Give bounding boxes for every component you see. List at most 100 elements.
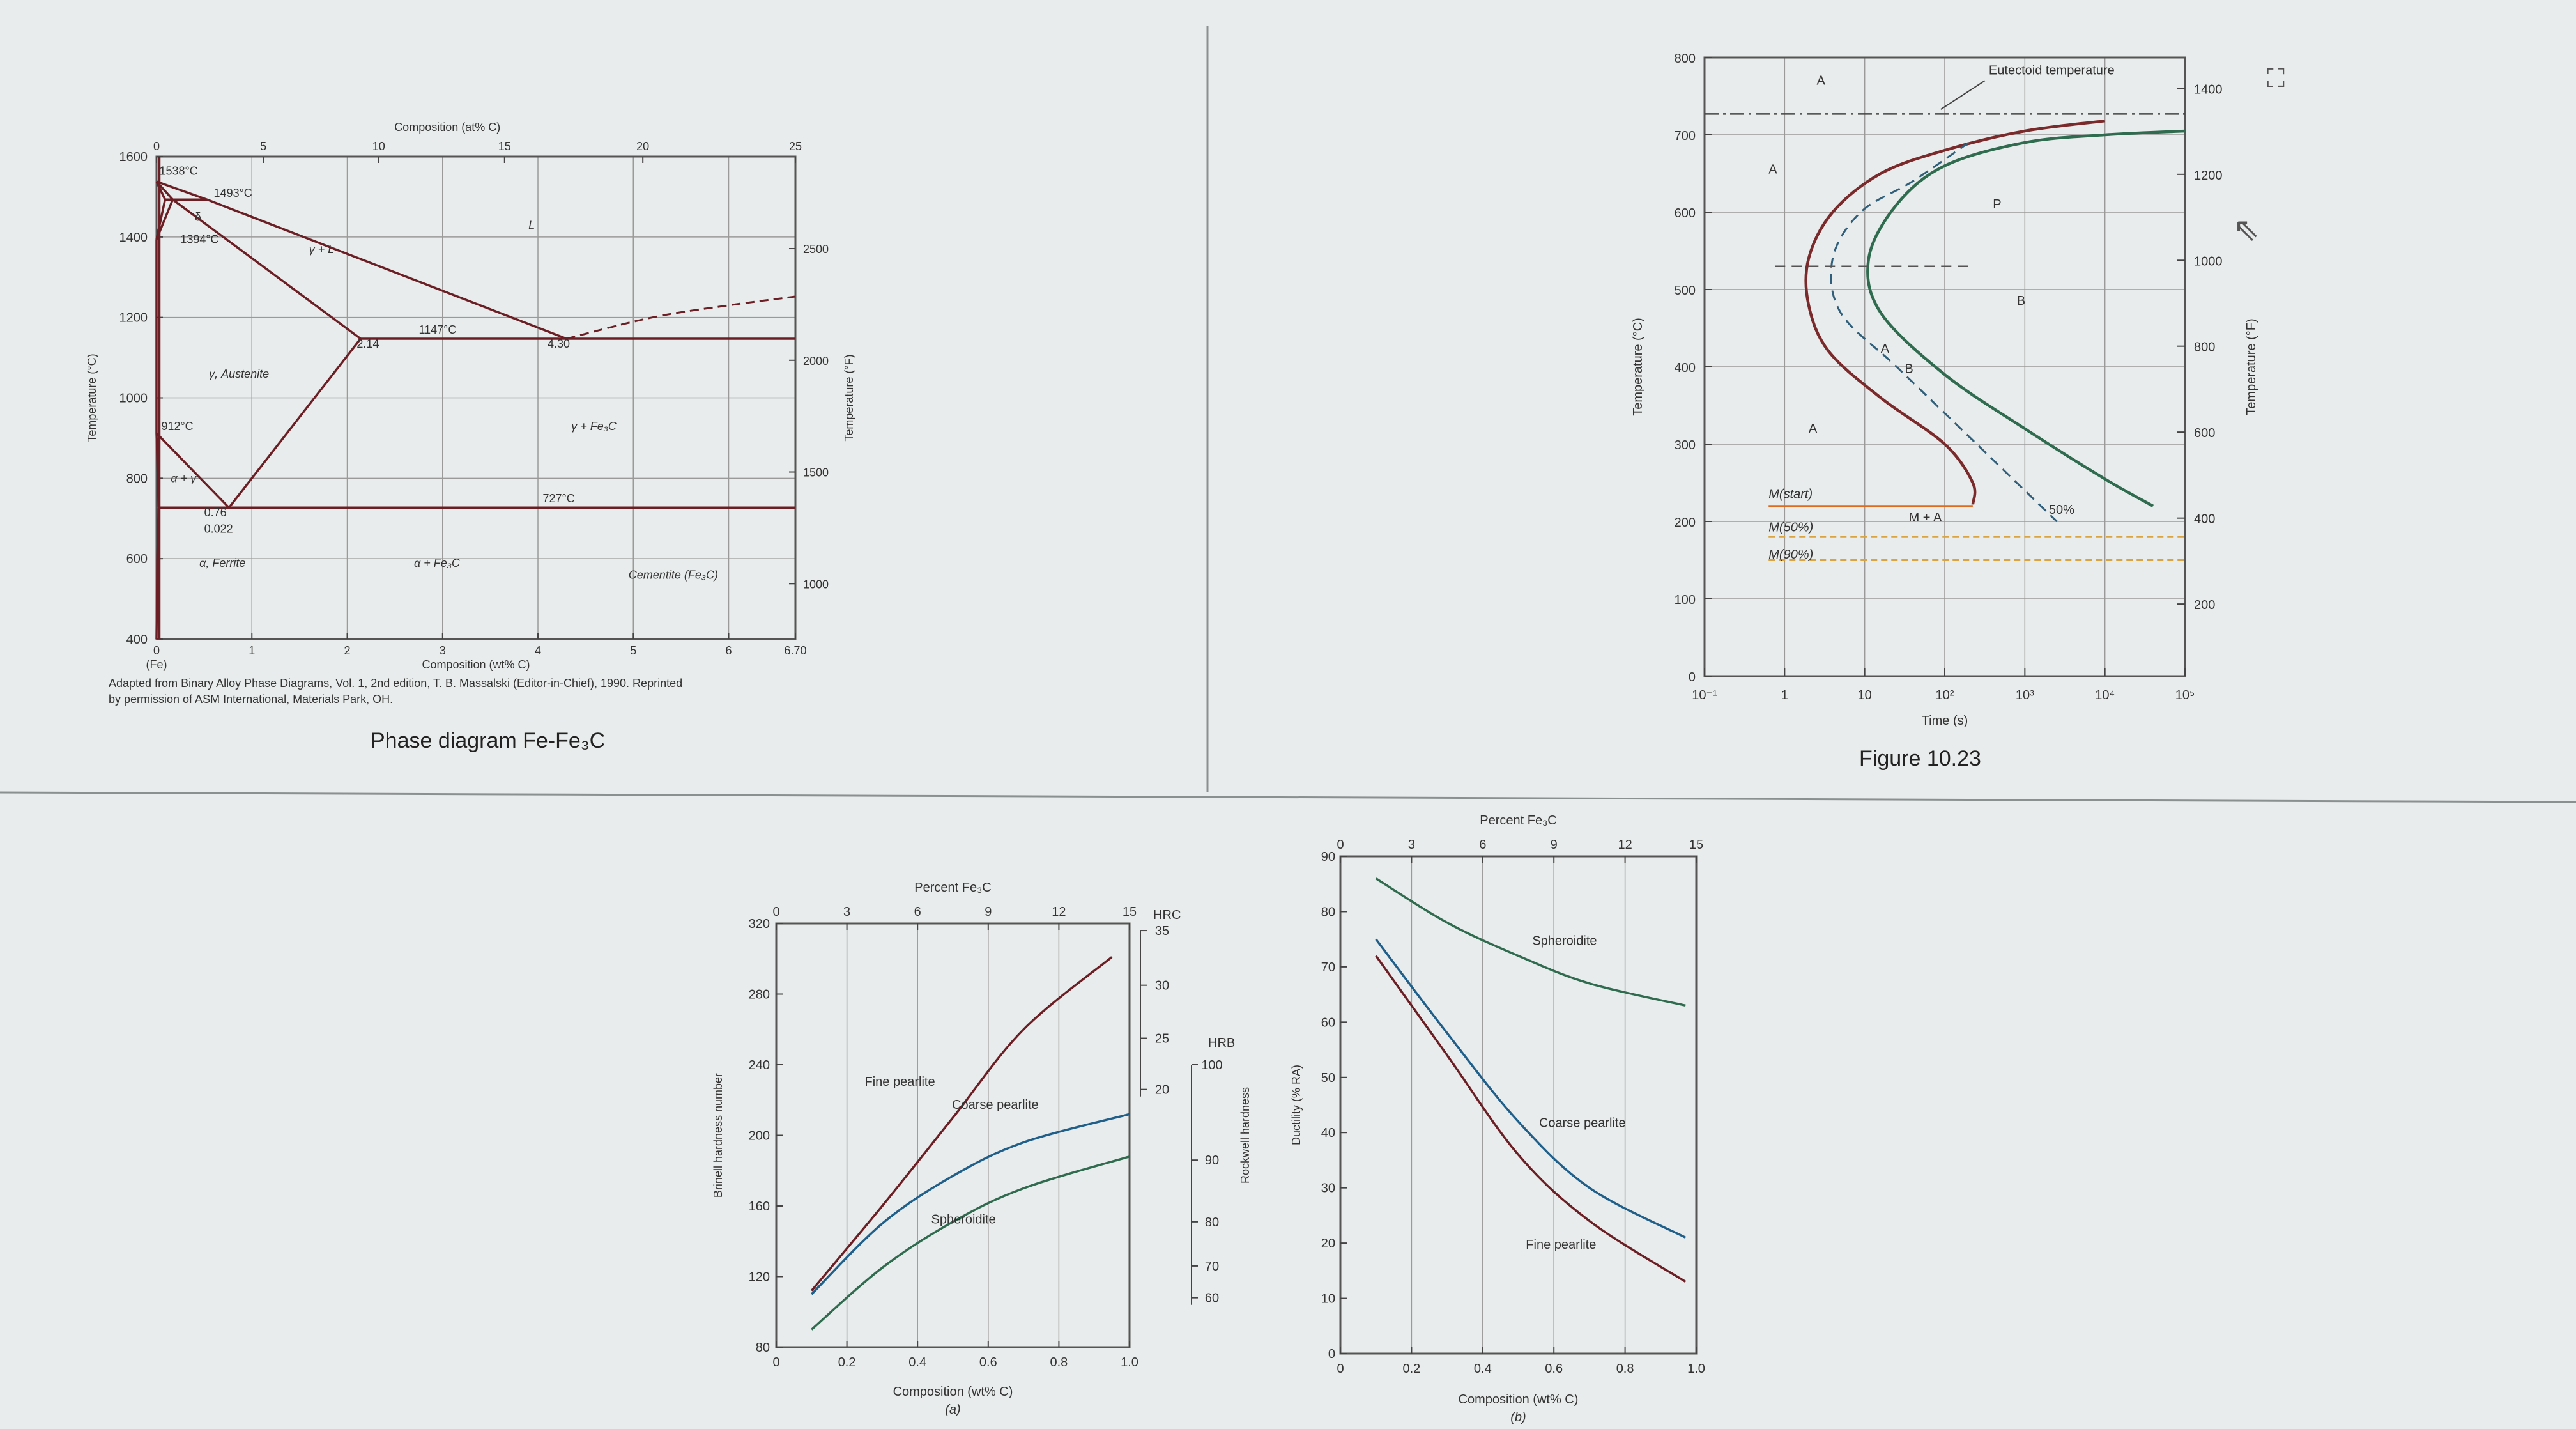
region-label: B — [1905, 362, 1913, 376]
x-tick-label: 10² — [1936, 688, 1954, 702]
right-axis-label: Temperature (°F) — [843, 354, 855, 441]
x-tick-label: 10⁵ — [2175, 688, 2195, 702]
series-line — [1375, 877, 1686, 1007]
y-tick-label: 800 — [126, 472, 148, 486]
point-label: 0.022 — [204, 522, 233, 535]
region-label: α + γ — [171, 472, 197, 485]
x-tick-label: 10³ — [2016, 688, 2034, 702]
y-tick-label: 40 — [1321, 1126, 1335, 1140]
x-tick-label: 0.8 — [1050, 1356, 1068, 1370]
x-tick-label: 0 — [1337, 1362, 1344, 1376]
region-label: M(start) — [1768, 488, 1813, 502]
series-label: Spheroidite — [931, 1213, 995, 1227]
y-tick-label: 0 — [1689, 670, 1696, 684]
region-label: P — [1993, 197, 2001, 212]
x-tick-label: 3 — [440, 644, 446, 657]
top-axis-label: Composition (at% C) — [394, 121, 500, 134]
hrc-tick-label: 35 — [1155, 924, 1169, 938]
region-label: M + A — [1909, 511, 1942, 525]
y-axis-label: Ductility (% RA) — [1290, 1065, 1303, 1145]
point-label: 1493°C — [214, 187, 252, 199]
x-tick-label: 0.4 — [1474, 1362, 1492, 1376]
y-tick-label: 240 — [749, 1058, 770, 1072]
point-label: 1538°C — [159, 164, 197, 177]
hrb-tick-label: 80 — [1205, 1216, 1219, 1230]
x-tick-label: 10 — [1858, 688, 1872, 702]
point-label: 727°C — [542, 492, 574, 505]
x-tick-label: 6 — [726, 644, 732, 657]
y-tick-label: 400 — [126, 633, 148, 647]
y-axis-label: Temperature (°C) — [1631, 318, 1645, 416]
y-tick-label: 1000 — [119, 392, 148, 406]
region-label: A — [1768, 163, 1777, 177]
region-label: γ, Austenite — [209, 367, 269, 380]
y-tick-label: 70 — [1321, 961, 1335, 975]
right-tick-label: 1500 — [803, 467, 829, 479]
transformation-curve — [1866, 129, 2186, 507]
top-tick-label: 5 — [260, 140, 266, 153]
x-axis-label: Time (s) — [1922, 714, 1968, 728]
point-label: 2.14 — [356, 337, 379, 350]
x-tick-label: 0 — [772, 1356, 779, 1370]
x-tick-label: 0 — [153, 644, 160, 657]
x-tick-label: 0.4 — [908, 1356, 926, 1370]
top-tick-label: 0 — [772, 905, 779, 919]
phase-boundary-dashed — [566, 295, 796, 340]
series-label: Coarse pearlite — [1539, 1116, 1626, 1131]
right-tick-label: 2500 — [803, 243, 829, 256]
series-line — [810, 956, 1113, 1292]
top-tick-label: 9 — [985, 905, 992, 919]
y-tick-label: 800 — [1675, 52, 1696, 66]
phase-boundary — [155, 199, 167, 240]
region-label: M(90%) — [1768, 548, 1813, 562]
hrc-label: HRC — [1153, 908, 1181, 922]
x-tick-label: 6.70 — [784, 644, 806, 657]
y-tick-label: 600 — [126, 552, 148, 566]
hrb-tick-label: 90 — [1205, 1154, 1219, 1168]
right-tick-label: 1000 — [2194, 254, 2223, 268]
top-tick-label: 0 — [153, 140, 160, 153]
series-line — [811, 1113, 1130, 1295]
x-tick-label: 0.2 — [1402, 1362, 1420, 1376]
y-tick-label: 10 — [1321, 1292, 1335, 1306]
y-tick-label: 1600 — [119, 150, 148, 164]
y-tick-label: 200 — [1675, 516, 1696, 530]
credit-line: Adapted from Binary Alloy Phase Diagrams… — [109, 677, 682, 690]
x-axis-label: Composition (wt% C) — [1459, 1393, 1579, 1407]
phase-boundary — [156, 180, 208, 201]
x-tick-label: 1 — [1781, 688, 1788, 702]
phase-boundary — [228, 337, 362, 509]
point-label: 1394°C — [180, 233, 218, 245]
right-tick-label: 1200 — [2194, 169, 2223, 183]
region-label: α + Fe₃C — [414, 557, 461, 569]
y-tick-label: 0 — [1328, 1347, 1335, 1361]
transformation-curve — [1830, 141, 2058, 523]
top-tick-label: 6 — [1479, 838, 1486, 852]
phase-boundary — [155, 432, 230, 509]
y-tick-label: 500 — [1675, 284, 1696, 298]
y-tick-label: 700 — [1675, 129, 1696, 143]
x-tick-label: 10⁻¹ — [1692, 688, 1717, 702]
top-tick-label: 3 — [843, 905, 850, 919]
x-tick-label: 0.8 — [1616, 1362, 1634, 1376]
x-tick-label: 4 — [535, 644, 541, 657]
top-tick-label: 10 — [372, 140, 385, 153]
screenshot-icon[interactable]: ⛶ — [2267, 64, 2285, 93]
top-tick-label: 25 — [789, 140, 802, 153]
top-tick-label: 0 — [1337, 838, 1344, 852]
right-tick-label: 1400 — [2194, 82, 2223, 97]
y-axis-label: Brinell hardness number — [712, 1073, 724, 1198]
hrc-tick-label: 25 — [1155, 1032, 1169, 1046]
x-tick-label: 10⁴ — [2095, 688, 2115, 702]
point-label: δ — [195, 211, 201, 224]
top-tick-label: 9 — [1551, 838, 1558, 852]
series-label: Spheroidite — [1532, 934, 1597, 948]
top-tick-label: 20 — [636, 140, 649, 153]
top-tick-label: 6 — [914, 905, 921, 919]
top-axis-label: Percent Fe₃C — [914, 881, 991, 895]
top-tick-label: 3 — [1408, 838, 1415, 852]
top-tick-label: 15 — [1689, 838, 1703, 852]
x-axis-label: Composition (wt% C) — [422, 658, 530, 671]
